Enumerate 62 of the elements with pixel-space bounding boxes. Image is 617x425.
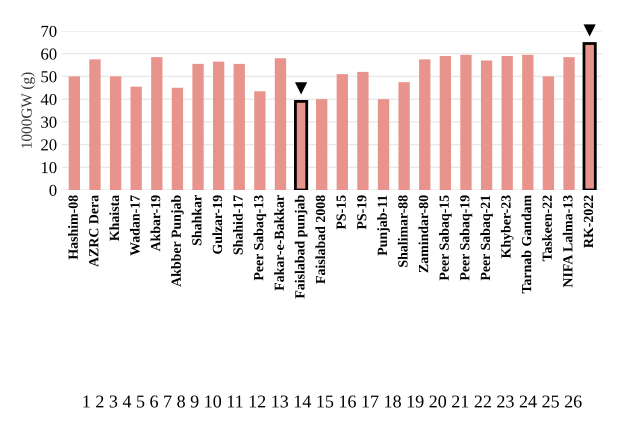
x-tick-label: Akbber Punjab bbox=[171, 195, 184, 287]
bar bbox=[502, 56, 513, 190]
bar bbox=[192, 64, 204, 190]
y-tick-label: 70 bbox=[42, 26, 57, 37]
x-tick-label: Khaista bbox=[109, 195, 120, 241]
x-tick-label: Fakar-e-Bakkar bbox=[274, 195, 284, 291]
bar bbox=[212, 62, 224, 190]
y-tick-label: 60 bbox=[41, 48, 57, 60]
x-tick-label: Faislabad punjab bbox=[294, 195, 308, 298]
bar bbox=[130, 86, 142, 190]
bar bbox=[480, 60, 492, 190]
y-tick-label: 30 bbox=[41, 116, 57, 128]
bar bbox=[440, 56, 452, 190]
bar bbox=[254, 91, 266, 190]
x-tick-label: Shalimar-88 bbox=[398, 195, 408, 267]
y-tick-label: 0 bbox=[49, 184, 57, 196]
bar bbox=[419, 59, 430, 190]
annotation: ▼ bbox=[584, 24, 596, 37]
x-tick-label: RK-2022 bbox=[584, 195, 594, 248]
y-tick-label: 50 bbox=[41, 71, 57, 82]
bar bbox=[274, 58, 286, 190]
x-tick-label: Zamindar-80 bbox=[418, 195, 428, 272]
bar bbox=[68, 76, 80, 190]
x-tick-label: Hashim-08 bbox=[68, 195, 78, 260]
bar bbox=[110, 76, 122, 190]
bar bbox=[316, 99, 328, 190]
bar bbox=[172, 88, 184, 190]
x-tick-label: Peer Sabaq-15 bbox=[439, 195, 452, 280]
x-tick-label: Wadan-17 bbox=[130, 195, 140, 256]
y-tick-label: 10 bbox=[42, 162, 57, 174]
x-tick-label: NIFA Lalma-13 bbox=[562, 195, 572, 288]
y-tick-label: 20 bbox=[41, 139, 57, 151]
x-tick-label: Gulzar-19 bbox=[212, 195, 222, 254]
x-tick-label: Taskeen-22 bbox=[542, 195, 552, 262]
bar bbox=[378, 99, 390, 190]
x-tick-label: Tarnab Gandam bbox=[522, 195, 532, 294]
bar bbox=[234, 64, 245, 190]
x-tick-label: AZRC Dera bbox=[89, 195, 98, 267]
x-tick-label: Punjab-11 bbox=[377, 196, 390, 256]
bar bbox=[398, 82, 410, 190]
x-tick-label: Peer Sabaq-21 bbox=[480, 196, 493, 280]
x-tick-label: Akbar-19 bbox=[150, 195, 160, 252]
bar bbox=[542, 76, 554, 190]
x-tick-label: Peer Sabaq-13 bbox=[254, 195, 266, 280]
x-tick-label: Peer Sabaq-19 bbox=[460, 195, 472, 280]
bar bbox=[563, 57, 575, 190]
x-tick-label: PS-15 bbox=[336, 195, 346, 230]
bar bbox=[357, 72, 369, 190]
bar bbox=[336, 74, 348, 190]
bar bbox=[89, 59, 101, 190]
bar bbox=[460, 54, 472, 190]
x-tick-label: Khyber-23 bbox=[500, 195, 514, 258]
x-tick-label: Faislabad 2008 bbox=[315, 195, 326, 284]
y-axis-title: 1000GW (g) bbox=[21, 72, 35, 148]
annotation: ▼ bbox=[294, 82, 308, 94]
x-tick-label: PS-19 bbox=[357, 195, 366, 230]
text: 1 2 3 4 5 6 7 8 9 10 11 12 13 14 15 16 17 18 19 20 21 22 23 24 25 26 bbox=[83, 395, 582, 408]
bar bbox=[151, 57, 162, 190]
x-tick-label: Shahid-17 bbox=[232, 195, 243, 254]
bar bbox=[522, 54, 534, 190]
x-tick-label: Shahkar bbox=[192, 195, 202, 246]
y-tick-label: 40 bbox=[40, 94, 57, 106]
